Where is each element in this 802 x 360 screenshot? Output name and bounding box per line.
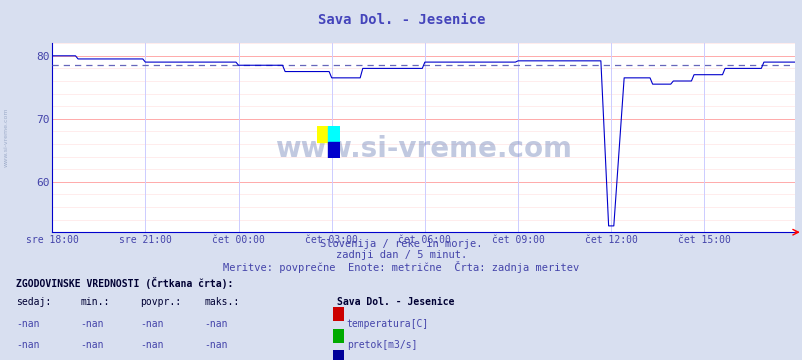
Bar [317,126,328,142]
Text: Sava Dol. - Jesenice: Sava Dol. - Jesenice [318,13,484,27]
Text: -nan: -nan [140,340,164,350]
Text: Meritve: povprečne  Enote: metrične  Črta: zadnja meritev: Meritve: povprečne Enote: metrične Črta:… [223,261,579,273]
Text: -nan: -nan [80,340,103,350]
Text: maks.:: maks.: [205,297,240,307]
Text: temperatura[C]: temperatura[C] [346,319,428,329]
Bar [328,142,339,158]
Text: www.si-vreme.com: www.si-vreme.com [275,135,571,163]
Text: min.:: min.: [80,297,110,307]
Bar [328,126,339,142]
Text: -nan: -nan [140,319,164,329]
Text: zadnji dan / 5 minut.: zadnji dan / 5 minut. [335,250,467,260]
Text: sedaj:: sedaj: [16,297,51,307]
Text: povpr.:: povpr.: [140,297,181,307]
Text: -nan: -nan [16,340,39,350]
Text: -nan: -nan [205,340,228,350]
Text: Slovenija / reke in morje.: Slovenija / reke in morje. [320,239,482,249]
Text: www.si-vreme.com: www.si-vreme.com [4,107,9,167]
Text: pretok[m3/s]: pretok[m3/s] [346,340,417,350]
Text: -nan: -nan [80,319,103,329]
Text: -nan: -nan [16,319,39,329]
Text: Sava Dol. - Jesenice: Sava Dol. - Jesenice [337,297,454,307]
Text: -nan: -nan [205,319,228,329]
Text: ZGODOVINSKE VREDNOSTI (Črtkana črta):: ZGODOVINSKE VREDNOSTI (Črtkana črta): [16,277,233,289]
